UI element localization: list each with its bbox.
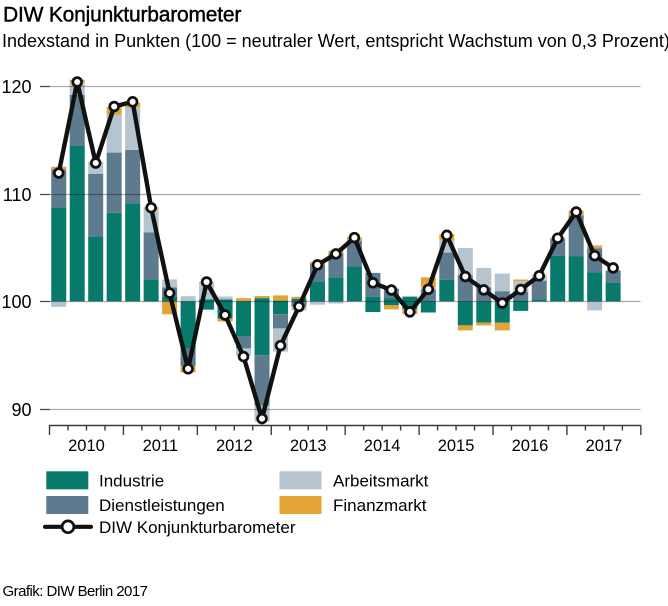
svg-text:2010: 2010 bbox=[68, 437, 105, 455]
svg-text:Indexstand in Punkten (100 = n: Indexstand in Punkten (100 = neutraler W… bbox=[2, 31, 668, 51]
svg-text:2012: 2012 bbox=[216, 437, 253, 455]
svg-text:2016: 2016 bbox=[512, 437, 549, 455]
svg-text:Finanzmarkt: Finanzmarkt bbox=[333, 496, 427, 515]
svg-text:2013: 2013 bbox=[290, 437, 327, 455]
svg-text:Industrie: Industrie bbox=[99, 472, 164, 491]
svg-text:Grafik: DIW Berlin 2017: Grafik: DIW Berlin 2017 bbox=[3, 583, 148, 600]
svg-text:Arbeitsmarkt: Arbeitsmarkt bbox=[333, 472, 429, 491]
svg-text:90: 90 bbox=[11, 400, 31, 420]
svg-text:2011: 2011 bbox=[143, 437, 178, 455]
svg-text:2017: 2017 bbox=[586, 437, 623, 455]
svg-text:2014: 2014 bbox=[364, 437, 401, 455]
svg-text:120: 120 bbox=[1, 77, 31, 97]
svg-text:Dienstleistungen: Dienstleistungen bbox=[99, 496, 225, 515]
svg-text:2015: 2015 bbox=[438, 437, 475, 455]
svg-text:DIW Konjunkturbarometer: DIW Konjunkturbarometer bbox=[99, 518, 296, 537]
svg-text:100: 100 bbox=[1, 292, 31, 312]
svg-text:110: 110 bbox=[3, 185, 32, 205]
svg-text:DIW Konjunkturbarometer: DIW Konjunkturbarometer bbox=[3, 4, 241, 27]
